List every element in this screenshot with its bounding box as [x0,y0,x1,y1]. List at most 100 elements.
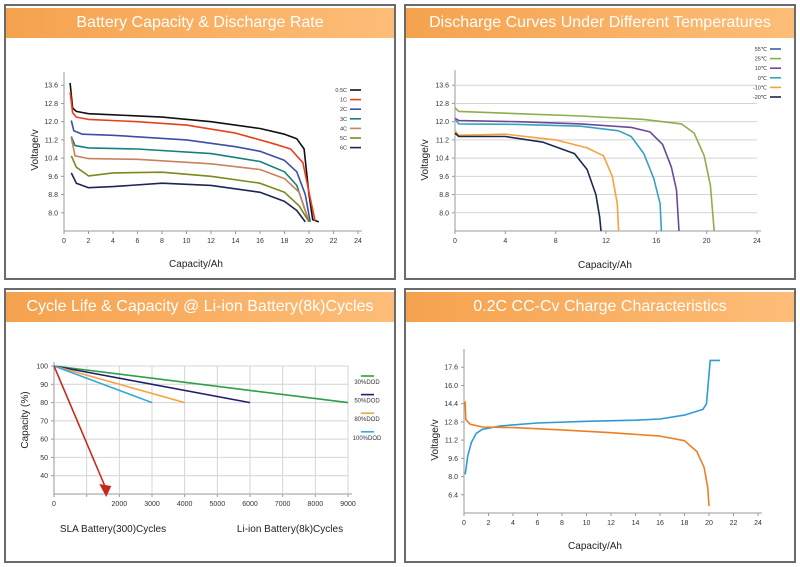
x-axis-label: Capacity/Ah [578,260,632,271]
y-tick-label: 9.6 [48,174,58,181]
x-tick-label: 24 [354,238,362,245]
y-tick-label: 40 [40,473,48,480]
series-line [454,132,602,232]
series-line [454,130,620,232]
legend-label: -20℃ [753,95,768,101]
series-line [69,92,316,221]
legend-label: 25℃ [755,57,768,63]
x-tick-label: 9000 [340,501,356,508]
x-tick-label: 12 [602,238,610,245]
y-tick-label: 50 [40,455,48,462]
series-line [53,365,349,404]
x-axis-label: Capacity/Ah [169,259,223,270]
y-tick-label: 11.2 [45,137,58,144]
series-line [53,365,251,404]
x-tick-label: 16 [652,238,660,245]
arrow-line [53,365,107,488]
series-line [53,365,153,404]
annotation-sla: SLA Battery(300)Cycles [60,524,166,535]
x-tick-label: 0 [52,501,56,508]
x-tick-label: 2 [487,520,491,527]
y-tick-label: 17.6 [444,365,458,372]
x-tick-label: 6 [136,238,140,245]
legend-label: 2C [340,107,347,113]
x-tick-label: 4 [503,238,507,245]
panel-title: 0.2C CC-Cv Charge Characteristics [406,292,794,322]
series-line [70,120,311,223]
legend-label: 6C [340,146,347,152]
x-tick-label: 12 [607,520,615,527]
series-line [70,137,310,223]
x-tick-label: 8 [554,238,558,245]
y-tick-label: 9.6 [439,174,449,181]
y-tick-label: 70 [40,418,48,425]
x-tick-label: 20 [705,520,713,527]
x-tick-label: 4 [511,520,515,527]
y-tick-label: 8.0 [439,210,449,217]
y-tick-label: 60 [40,437,48,444]
panel-cycle-life: Cycle Life & Capacity @ Li-ion Battery(8… [4,288,396,563]
y-tick-label: 12.8 [44,101,58,108]
annotation-li-ion: Li-ion Battery(8k)Cycles [237,524,343,535]
x-tick-label: 7000 [275,501,291,508]
series-line [464,359,720,475]
y-axis-label: Voltage/v [430,419,441,460]
x-tick-label: 14 [632,520,640,527]
panel-discharge-rate: Battery Capacity & Discharge Rate [4,4,396,280]
x-axis-label: Capacity/Ah [568,541,622,552]
x-tick-label: 8000 [308,501,324,508]
y-tick-label: 6.4 [448,492,458,499]
y-tick-label: 16.0 [444,383,458,390]
y-tick-label: 80 [40,400,48,407]
arrow-head [99,484,112,497]
x-tick-label: 6000 [242,501,258,508]
x-tick-label: 8 [160,238,164,245]
y-tick-label: 13.6 [435,83,449,90]
series-line [70,136,310,223]
x-tick-label: 16 [256,238,264,245]
series-line [70,172,306,223]
legend-label: 3C [340,117,347,123]
x-tick-label: 24 [753,238,761,245]
series-line [70,155,310,223]
legend-label: 5C [340,136,347,142]
series-line [464,401,710,507]
legend-label: 50%DOD [354,399,380,405]
panel-title: Discharge Curves Under Different Tempera… [406,8,794,38]
y-tick-label: 8.8 [439,192,449,199]
chart-2: 8.0 8.8 9.6 10.4 11.2 12.0 12.8 13.6 0 4 8 12 16 20 24… [420,47,781,271]
x-tick-label: 14 [232,238,240,245]
y-tick-label: 8.0 [48,210,58,217]
legend-label: 0.5C [335,88,347,94]
series-line [454,117,680,232]
y-axis-label: Voltage/v [420,139,431,180]
x-tick-label: 2000 [112,501,128,508]
series-line [53,365,185,404]
y-tick-label: 11.2 [445,438,458,445]
y-tick-label: 10.4 [435,156,449,163]
x-tick-label: 10 [583,520,591,527]
x-tick-label: 12 [207,238,215,245]
chart-1: 8.08.89.610.411.212.012.813.60 2 4 6 8 10 12 14… [30,72,362,270]
chart-4: 6.48.09.611.212.814.416.017.60 2 4 6 8 10 12 14… [430,349,762,552]
panel-charge-characteristics: 0.2C CC-Cv Charge Characteristics [404,288,796,563]
legend-label: 4C [340,126,347,132]
x-tick-label: 10 [183,238,191,245]
legend-label: 80%DOD [354,417,380,423]
y-tick-label: 8.8 [48,192,58,199]
x-tick-label: 20 [305,238,313,245]
legend-label: 1C [340,98,347,104]
x-tick-label: 4 [111,238,115,245]
x-tick-label: 16 [656,520,664,527]
y-axis-label: Voltage/v [30,129,41,170]
x-tick-label: 24 [754,520,762,527]
y-tick-label: 9.6 [448,456,458,463]
x-tick-label: 6 [536,520,540,527]
x-tick-label: 22 [330,238,338,245]
y-tick-label: 100 [36,364,48,371]
series-line [454,107,715,232]
x-tick-label: 8 [560,520,564,527]
x-tick-label: 3000 [144,501,160,508]
